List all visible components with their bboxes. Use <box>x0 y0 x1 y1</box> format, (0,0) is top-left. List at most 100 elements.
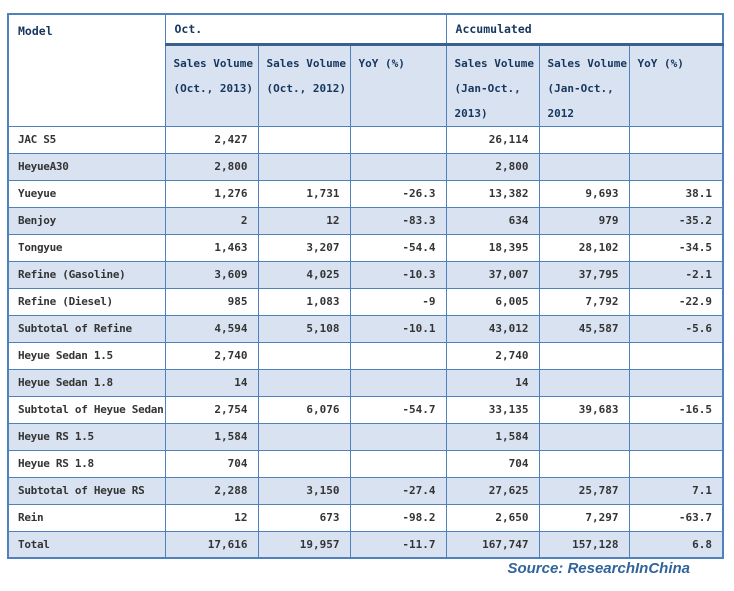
table-row: Refine (Gasoline) 3,609 4,025 -10.3 37,0… <box>7 260 724 289</box>
yoy-oct-cell: -27.4 <box>349 476 447 505</box>
model-name-cell: HeyueA30 <box>7 152 166 181</box>
sales-janoct-2012-cell <box>538 341 630 370</box>
header-line: 2012 <box>547 106 575 120</box>
sales-oct-2013-cell: 2 <box>164 206 259 235</box>
sales-oct-2013-cell: 17,616 <box>164 530 259 559</box>
sales-oct-2013-cell: 1,276 <box>164 179 259 208</box>
yoy-accumulated-cell: 6.8 <box>628 530 724 559</box>
table-row: JAC S5 2,427 26,114 <box>7 125 724 154</box>
table-row: Subtotal of Refine 4,594 5,108 -10.1 43,… <box>7 314 724 343</box>
sales-oct-2013-cell: 985 <box>164 287 259 316</box>
column-group-accumulated: Accumulated <box>445 13 724 45</box>
yoy-accumulated-cell <box>628 341 724 370</box>
column-header-sales-janoct-2012: Sales Volume (Jan-Oct., 2012 <box>538 42 630 127</box>
sales-janoct-2012-cell: 157,128 <box>538 530 630 559</box>
sales-janoct-2012-cell: 45,587 <box>538 314 630 343</box>
sales-oct-2013-cell: 4,594 <box>164 314 259 343</box>
yoy-oct-cell: -10.1 <box>349 314 447 343</box>
sales-janoct-2012-cell: 979 <box>538 206 630 235</box>
sales-oct-2013-cell: 1,463 <box>164 233 259 262</box>
sales-janoct-2013-cell: 6,005 <box>445 287 540 316</box>
table-row: Heyue RS 1.5 1,584 1,584 <box>7 422 724 451</box>
yoy-accumulated-cell: -22.9 <box>628 287 724 316</box>
yoy-accumulated-cell: 7.1 <box>628 476 724 505</box>
sales-janoct-2012-cell: 7,792 <box>538 287 630 316</box>
yoy-accumulated-cell <box>628 449 724 478</box>
table-row: Heyue RS 1.8 704 704 <box>7 449 724 478</box>
table-row: Subtotal of Heyue RS 2,288 3,150 -27.4 2… <box>7 476 724 505</box>
yoy-oct-cell <box>349 422 447 451</box>
sales-janoct-2012-cell: 7,297 <box>538 503 630 532</box>
column-header-model: Model <box>7 13 166 127</box>
yoy-oct-cell: -26.3 <box>349 179 447 208</box>
yoy-oct-cell: -10.3 <box>349 260 447 289</box>
yoy-oct-cell: -54.4 <box>349 233 447 262</box>
sales-janoct-2012-cell <box>538 368 630 397</box>
sales-volume-table: Model Oct. Accumulated Sales Volume (Oct… <box>7 13 725 559</box>
sales-oct-2012-cell: 6,076 <box>257 395 351 424</box>
table-row: Total 17,616 19,957 -11.7 167,747 157,12… <box>7 530 724 559</box>
yoy-oct-cell: -9 <box>349 287 447 316</box>
sales-janoct-2013-cell: 13,382 <box>445 179 540 208</box>
header-line: Sales Volume <box>547 56 628 70</box>
header-line: (Oct., 2013) <box>173 81 253 95</box>
header-line: (Oct., 2012) <box>266 81 346 95</box>
table-row: Heyue Sedan 1.8 14 14 <box>7 368 724 397</box>
sales-janoct-2012-cell: 25,787 <box>538 476 630 505</box>
column-group-oct: Oct. <box>164 13 447 45</box>
sales-janoct-2012-cell: 39,683 <box>538 395 630 424</box>
sales-janoct-2012-cell <box>538 152 630 181</box>
yoy-oct-cell: -98.2 <box>349 503 447 532</box>
sales-janoct-2013-cell: 2,800 <box>445 152 540 181</box>
sales-janoct-2013-cell: 26,114 <box>445 125 540 154</box>
yoy-accumulated-cell <box>628 422 724 451</box>
sales-janoct-2013-cell: 167,747 <box>445 530 540 559</box>
yoy-accumulated-cell: -34.5 <box>628 233 724 262</box>
sales-oct-2013-cell: 2,740 <box>164 341 259 370</box>
sales-janoct-2012-cell <box>538 125 630 154</box>
header-subcolumn-row: Sales Volume (Oct., 2013) Sales Volume (… <box>8 42 724 127</box>
model-name-cell: Total <box>7 530 166 559</box>
header-line: (Jan-Oct., <box>547 81 614 95</box>
header-line: Sales Volume <box>454 56 535 70</box>
yoy-accumulated-cell: -16.5 <box>628 395 724 424</box>
header-line: YoY (%) <box>637 56 684 70</box>
sales-janoct-2012-cell: 37,795 <box>538 260 630 289</box>
sales-oct-2012-cell: 5,108 <box>257 314 351 343</box>
yoy-accumulated-cell: -2.1 <box>628 260 724 289</box>
sales-oct-2013-cell: 2,800 <box>164 152 259 181</box>
model-name-cell: Benjoy <box>7 206 166 235</box>
sales-oct-2012-cell: 3,150 <box>257 476 351 505</box>
model-name-cell: Heyue Sedan 1.5 <box>7 341 166 370</box>
table-row: Refine (Diesel) 985 1,083 -9 6,005 7,792… <box>7 287 724 316</box>
model-name-cell: Subtotal of Heyue RS <box>7 476 166 505</box>
sales-oct-2013-cell: 12 <box>164 503 259 532</box>
model-name-cell: Refine (Diesel) <box>7 287 166 316</box>
yoy-oct-cell <box>349 449 447 478</box>
sales-oct-2012-cell <box>257 125 351 154</box>
model-name-cell: Tongyue <box>7 233 166 262</box>
table-row: Yueyue 1,276 1,731 -26.3 13,382 9,693 38… <box>7 179 724 208</box>
header-line: YoY (%) <box>358 56 405 70</box>
sales-oct-2012-cell: 12 <box>257 206 351 235</box>
sales-oct-2012-cell <box>257 341 351 370</box>
yoy-accumulated-cell: -35.2 <box>628 206 724 235</box>
yoy-oct-cell <box>349 152 447 181</box>
sales-janoct-2013-cell: 2,650 <box>445 503 540 532</box>
sales-oct-2013-cell: 2,427 <box>164 125 259 154</box>
sales-oct-2012-cell <box>257 368 351 397</box>
yoy-oct-cell: -83.3 <box>349 206 447 235</box>
model-name-cell: Rein <box>7 503 166 532</box>
table-row: Benjoy 2 12 -83.3 634 979 -35.2 <box>7 206 724 235</box>
sales-janoct-2013-cell: 2,740 <box>445 341 540 370</box>
sales-janoct-2012-cell <box>538 422 630 451</box>
yoy-oct-cell: -54.7 <box>349 395 447 424</box>
yoy-oct-cell <box>349 125 447 154</box>
model-name-cell: Heyue Sedan 1.8 <box>7 368 166 397</box>
table-row: Rein 12 673 -98.2 2,650 7,297 -63.7 <box>7 503 724 532</box>
header-group-row: Model Oct. Accumulated <box>7 13 724 127</box>
model-name-cell: Heyue RS 1.5 <box>7 422 166 451</box>
yoy-accumulated-cell <box>628 125 724 154</box>
sales-janoct-2012-cell: 28,102 <box>538 233 630 262</box>
yoy-oct-cell: -11.7 <box>349 530 447 559</box>
